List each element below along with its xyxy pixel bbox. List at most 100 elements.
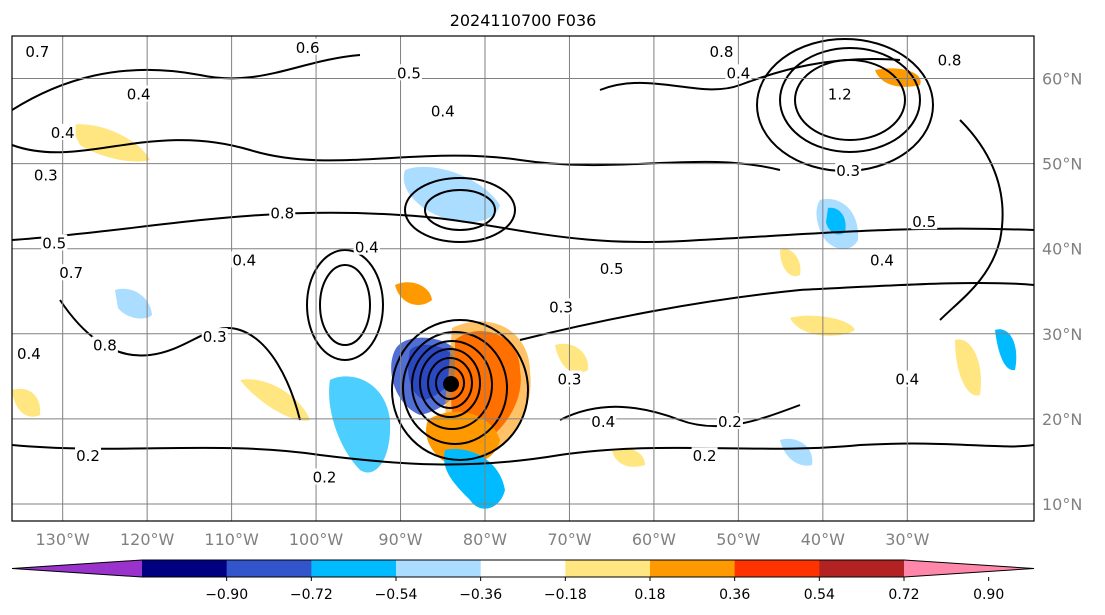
contour-label: 0.2: [313, 468, 337, 486]
colorbar-tick-label: −0.90: [205, 587, 248, 603]
positive-anomaly-west: [12, 388, 41, 417]
contour-label: 0.3: [34, 166, 58, 184]
longitude-label: 120°W: [120, 530, 175, 549]
contour-label: 0.2: [76, 447, 100, 465]
positive-anomaly-texas: [395, 282, 432, 305]
colorbar-tick-label: −0.18: [544, 587, 587, 603]
contour-label: 0.4: [127, 86, 151, 104]
contour-label: 0.5: [600, 260, 624, 278]
colorbar-tick-label: −0.36: [459, 587, 502, 603]
latitude-label: 10°N: [1042, 495, 1082, 514]
contour-label-mask: [868, 251, 895, 268]
colorbar-segment: [565, 560, 651, 577]
positive-anomaly-ne-atl: [955, 339, 981, 396]
contour-label-mask: [91, 336, 118, 353]
shaded-anomaly-fields: [12, 68, 1017, 509]
latitude-label: 60°N: [1042, 70, 1082, 89]
positive-anomaly-atl2: [780, 248, 801, 277]
map-panel: 0.7 0.4 0.4 0.6 0.5 0.4 0.8 0.4 0.8 0.3 0.5 1.2 0.3 0…: [11, 35, 1035, 522]
latitude-label: 30°N: [1042, 325, 1082, 344]
contour-label-mask: [725, 64, 752, 81]
contour-label-mask: [41, 234, 68, 251]
negative-anomaly-ne-atl: [995, 329, 1017, 371]
colorbar-segment: [226, 560, 312, 577]
longitude-axis-labels: 130°W 120°W 110°W 100°W 90°W 80°W 70°W 60°W 50°W…: [35, 530, 929, 549]
negative-anomaly-atl4: [780, 438, 813, 466]
contour-label-mask: [590, 413, 617, 430]
contour-label-mask: [716, 413, 743, 430]
longitude-label: 70°W: [547, 530, 591, 549]
contour-label-mask: [15, 345, 42, 362]
contour-label: 0.3: [558, 371, 582, 389]
longitude-label: 40°W: [801, 530, 845, 549]
contour-label: 0.8: [270, 205, 294, 223]
contour-label: 0.4: [726, 64, 750, 82]
colorbar-segment: [142, 560, 228, 577]
contour-label: 0.4: [232, 251, 256, 269]
colorbar-tick-label: 0.90: [973, 587, 1004, 603]
contour-label-mask: [125, 85, 152, 102]
contour-label-mask: [75, 447, 102, 464]
colorbar-segment: [650, 560, 736, 577]
longitude-label: 110°W: [204, 530, 259, 549]
positive-anomaly-atl3: [612, 448, 645, 467]
storm-center-marker: [443, 376, 459, 392]
contour-label: 0.4: [895, 371, 919, 389]
contour-label-mask: [691, 447, 718, 464]
latitude-axis-labels: 60°N 50°N 40°N 30°N 20°N 10°N: [1042, 70, 1082, 514]
negative-anomaly-greatlakes: [403, 166, 500, 223]
colorbar-tick-label: 0.54: [804, 587, 835, 603]
colorbar-extend-low: [12, 560, 142, 577]
positive-anomaly-south: [425, 411, 500, 466]
map-gridlines: [12, 36, 1034, 521]
contour-label-mask: [32, 166, 59, 183]
contour-label-mask: [294, 38, 321, 55]
contour-label: 0.3: [549, 298, 573, 316]
contour-label-mask: [58, 264, 85, 281]
contour-labels: 0.7 0.4 0.4 0.6 0.5 0.4 0.8 0.4 0.8 0.3 0.5 1.2 0.3 0…: [15, 38, 963, 486]
contour-label: 0.2: [718, 413, 742, 431]
contour-label: 0.8: [938, 52, 962, 70]
contour-label-mask: [911, 213, 938, 230]
contour-label: 0.8: [93, 337, 117, 355]
colorbar-segment: [734, 560, 820, 577]
colorbar-extend-high: [904, 560, 1034, 577]
figure-title: 2024110700 F036: [450, 11, 597, 30]
positive-anomaly-caribbean: [555, 343, 589, 373]
contour-label-mask: [556, 370, 583, 387]
colorbar-outline: [11, 559, 1035, 578]
colorbar-tick-label: 0.18: [634, 587, 665, 603]
contour-label: 0.4: [17, 345, 41, 363]
latitude-label: 20°N: [1042, 410, 1082, 429]
contour-label-mask: [894, 370, 921, 387]
contour-label-mask: [936, 51, 963, 68]
map-frame: [11, 35, 1035, 522]
contour-label: 0.3: [836, 162, 860, 180]
colorbar-tick-label: 0.36: [719, 587, 750, 603]
colorbar-segment: [480, 560, 566, 577]
contour-label-mask: [395, 64, 422, 81]
contour-label: 0.5: [912, 213, 936, 231]
contour-label-mask: [231, 251, 258, 268]
negative-anomaly-atlantic-core: [826, 207, 846, 235]
colorbar-tick-label: −0.72: [290, 587, 333, 603]
longitude-label: 80°W: [463, 530, 507, 549]
contour-label-mask: [201, 328, 228, 345]
contour-label-mask: [311, 468, 338, 485]
contour-label: 1.2: [828, 86, 852, 104]
contour-label-mask: [353, 238, 380, 255]
contour-label: 0.7: [59, 264, 83, 282]
colorbar-segment: [311, 560, 397, 577]
contour-label: 0.4: [51, 124, 75, 142]
contour-label: 0.4: [591, 413, 615, 431]
colorbar-segment: [396, 560, 482, 577]
contour-label: 0.3: [203, 328, 227, 346]
contour-label: 0.4: [870, 251, 894, 269]
contour-label: 0.5: [397, 64, 421, 82]
colorbar-tick-label: 0.72: [888, 587, 919, 603]
longitude-label: 90°W: [378, 530, 422, 549]
contour-label: 0.7: [25, 43, 49, 61]
latitude-label: 50°N: [1042, 155, 1082, 174]
contour-label-mask: [429, 102, 456, 119]
longitude-label: 100°W: [289, 530, 344, 549]
